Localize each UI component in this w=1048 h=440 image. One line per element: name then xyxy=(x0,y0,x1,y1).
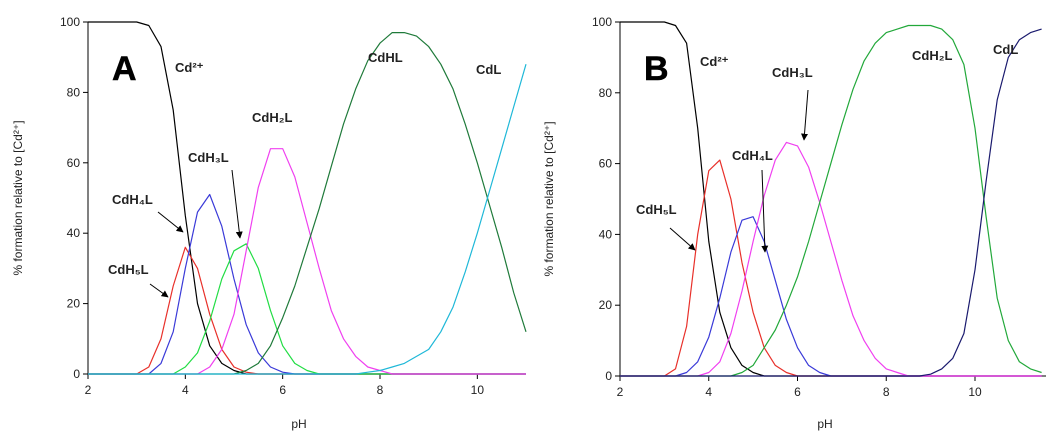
y-tick-label: 40 xyxy=(67,226,81,240)
y-tick-label: 0 xyxy=(605,369,612,383)
arrow xyxy=(231,169,243,239)
y-tick-label: 40 xyxy=(599,227,613,241)
x-tick-label: 6 xyxy=(794,385,801,399)
arrow xyxy=(761,169,769,253)
x-tick-label: 2 xyxy=(617,385,624,399)
x-tick-label: 2 xyxy=(85,383,92,397)
y-tick-label: 0 xyxy=(73,367,80,381)
series-label: CdH₃L xyxy=(772,65,813,80)
arrow xyxy=(801,89,809,141)
series-label: CdH₄L xyxy=(732,148,773,163)
panel-letter: B xyxy=(644,50,669,88)
x-tick-label: 8 xyxy=(883,385,890,399)
series-line xyxy=(620,24,1042,377)
series-line xyxy=(88,64,527,375)
series-line xyxy=(88,21,526,375)
series-line xyxy=(88,148,526,375)
y-axis-label: % formation relative to [Cd²⁺] xyxy=(11,120,25,275)
x-tick-label: 10 xyxy=(968,385,982,399)
series-label: CdH₂L xyxy=(912,48,952,63)
series-label: Cd²⁺ xyxy=(700,54,729,69)
series-label: CdH₂L xyxy=(252,110,292,125)
y-axis-label: % formation relative to [Cd²⁺] xyxy=(542,121,556,276)
arrow xyxy=(149,283,169,298)
series-label: CdL xyxy=(476,62,501,77)
x-tick-label: 10 xyxy=(471,383,485,397)
x-axis-label: pH xyxy=(291,417,306,431)
y-tick-label: 100 xyxy=(592,15,612,29)
y-tick-label: 20 xyxy=(599,298,613,312)
y-tick-label: 80 xyxy=(67,85,81,99)
series-label: CdL xyxy=(993,42,1018,57)
series-label: CdHL xyxy=(368,50,403,65)
arrow xyxy=(157,211,184,233)
x-axis-label: pH xyxy=(817,417,832,431)
x-tick-label: 4 xyxy=(182,383,189,397)
x-tick-label: 6 xyxy=(279,383,286,397)
series-line xyxy=(620,21,1042,377)
arrow xyxy=(669,227,696,251)
series-line xyxy=(620,141,1042,377)
series-label: CdH₅L xyxy=(636,202,677,217)
x-tick-label: 4 xyxy=(705,385,712,399)
x-tick-label: 8 xyxy=(377,383,384,397)
y-tick-label: 80 xyxy=(599,86,613,100)
series-line xyxy=(620,159,1042,377)
y-tick-label: 20 xyxy=(67,297,81,311)
series-label: CdH₄L xyxy=(112,192,153,207)
y-tick-label: 60 xyxy=(599,157,613,171)
series-line xyxy=(88,32,527,375)
series-label: Cd²⁺ xyxy=(175,60,204,75)
panel-letter: A xyxy=(112,50,137,88)
series-label: CdH₃L xyxy=(188,150,229,165)
y-tick-label: 100 xyxy=(60,15,80,29)
y-tick-label: 60 xyxy=(67,156,81,170)
series-line xyxy=(88,246,526,375)
series-line xyxy=(620,28,1042,377)
series-label: CdH₅L xyxy=(108,262,149,277)
